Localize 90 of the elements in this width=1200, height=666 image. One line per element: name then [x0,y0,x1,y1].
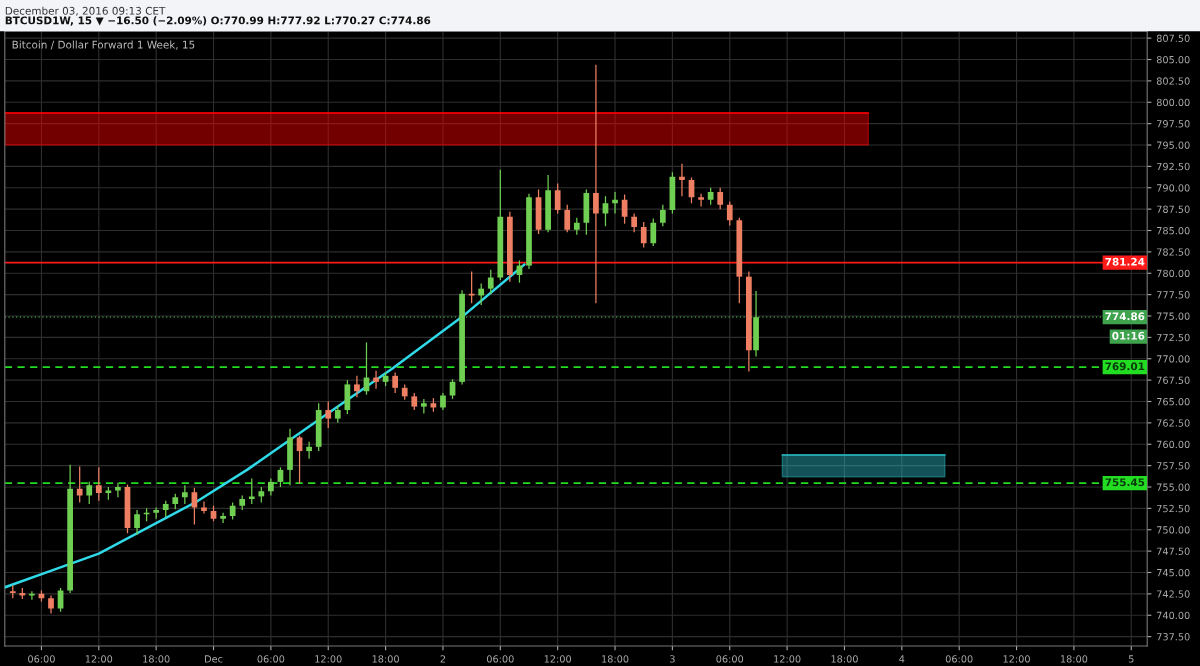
candlestick [679,163,685,197]
x-tick-label: 06:00 [945,655,973,663]
y-tick-label: 750.00 [1157,526,1190,534]
candlestick [325,400,332,429]
y-tick-label: 790.00 [1157,184,1190,192]
y-tick-label: 740.00 [1157,611,1190,620]
x-tick-label: 18:00 [1060,655,1088,663]
candlestick [698,193,704,208]
candlestick [612,191,618,215]
candlestick [354,375,360,398]
y-tick-label: 755.00 [1157,483,1190,491]
y-tick-label: 807.50 [1156,34,1190,42]
x-tick-label: 18:00 [143,655,170,663]
y-tick-label: 752.50 [1157,504,1190,513]
y-tick-label: 805.00 [1156,55,1190,64]
x-tick-label: 12:00 [85,655,113,663]
y-tick-label: 745.00 [1157,568,1190,577]
candlestick [134,509,140,536]
y-tick-label: 787.50 [1157,205,1190,213]
y-tick-label: 795.00 [1157,141,1190,149]
y-tick-label: 797.50 [1157,120,1190,128]
x-tick-label: 12:00 [544,655,572,663]
x-tick-label: 12:00 [1003,655,1030,663]
x-tick-label: 3 [670,655,675,663]
y-tick-label: 760.00 [1157,440,1190,449]
candlestick [650,217,657,247]
x-tick-label: 06:00 [716,655,744,663]
x-tick-label: 4 [899,655,905,663]
y-tick-label: 772.50 [1157,333,1190,342]
y-tick-label: 777.50 [1157,291,1190,299]
x-tick-label: 18:00 [372,655,399,663]
y-tick-label: 742.50 [1157,590,1190,598]
candlestick [306,441,312,460]
candlestick [717,187,724,210]
x-tick-label: 06:00 [28,655,55,663]
candlestick [76,465,83,504]
candlestick [564,204,571,233]
ref-line-label: 769.01 [1105,362,1145,371]
y-tick-label: 747.50 [1157,547,1190,555]
x-tick-label: 12:00 [774,655,801,663]
candlestick [181,484,188,505]
candlestick [726,200,733,227]
text: Bitcoin / Dollar Forward 1 Week, 15 [12,40,195,50]
candlestick [86,481,93,505]
candlestick [554,182,561,215]
candlestick [201,500,207,515]
y-tick-label: 767.50 [1157,376,1190,384]
y-tick-label: 802.50 [1156,77,1190,85]
candlestick [449,378,456,400]
x-tick-label: 12:00 [315,655,342,663]
candlestick [296,435,303,485]
candlestick [659,204,666,227]
candlestick [29,590,35,601]
x-tick-label: Dec [205,655,223,663]
candlestick [95,466,102,502]
x-tick-label: 18:00 [602,655,629,663]
y-tick-label: 762.50 [1157,419,1190,427]
x-tick-label: 06:00 [486,655,514,663]
x-tick-label: 2 [440,655,446,663]
ref-line-label: 755.45 [1105,478,1145,487]
candlestick [248,477,255,505]
y-tick-label: 800.00 [1156,98,1190,107]
candlestick [640,221,647,249]
candlestick [373,370,379,390]
y-tick-label: 782.50 [1157,248,1190,256]
line-series [4,263,526,589]
x-tick-label: 18:00 [831,655,858,663]
y-tick-label: 737.50 [1157,633,1190,641]
ref-line-label: 781.24 [1105,257,1145,266]
text: December 03, 2016 09:13 CET [5,6,166,16]
x-tick-label: 5 [1128,655,1134,663]
y-tick-label: 780.00 [1157,269,1190,278]
y-tick-label: 785.00 [1157,226,1190,235]
ref-line-label: 774.86 [1105,312,1145,321]
candlestick [478,282,485,306]
x-tick-label: 06:00 [257,655,285,663]
chart-subtitle: BTCUSD1W, 15 ▼ −16.50 (−2.09%) O:770.99 H:777.92 L:770.27 C:774.86 [5,16,431,26]
candlestick [631,212,638,233]
y-tick-label: 757.50 [1157,462,1190,470]
candlestick [593,64,599,304]
candlestick [220,512,226,524]
candlestick [392,371,399,394]
y-tick-label: 765.00 [1157,397,1190,406]
candlestick [115,482,121,498]
candlestick [191,487,198,526]
y-tick-label: 792.50 [1157,162,1190,171]
annotation: 01:16 [1112,331,1145,340]
y-tick-label: 775.00 [1157,312,1190,320]
y-tick-label: 770.00 [1157,355,1190,363]
candlestick [487,269,494,295]
